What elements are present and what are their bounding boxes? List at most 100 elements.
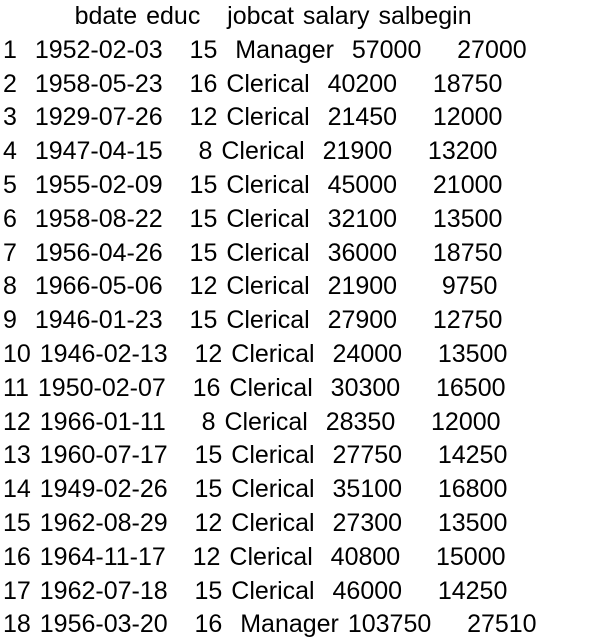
cell-jobcat: Clerical [229,373,313,402]
cell-jobcat: Clerical [226,306,310,335]
cell-bdate: 1952-02-03 [34,35,163,64]
table-row: 18 1956-03-20 16 Manager 103750 27510 [3,608,600,642]
header-row-index-spacer [3,2,21,30]
cell-salary: 32100 [318,204,398,233]
cell-bdate: 1956-04-26 [34,238,163,267]
cell-salary: 21900 [318,272,398,301]
cell-salbegin: 27000 [430,35,527,64]
cell-jobcat: Manager [231,610,339,639]
cell-salbegin: 21000 [406,170,503,199]
cell-educ: 16 [171,69,218,98]
cell-salary: 24000 [323,339,403,368]
cell-salary: 57000 [342,35,422,64]
cell-salbegin: 9750 [406,272,498,301]
cell-salbegin: 13200 [401,137,498,166]
table-row: 9 1946-01-23 15 Clerical 27900 12750 [3,304,600,338]
table-row: 13 1960-07-17 15 Clerical 27750 14250 [3,439,600,473]
cell-jobcat: Manager [226,35,334,64]
cell-row-index: 15 [3,508,31,537]
cell-educ: 8 [174,407,216,436]
cell-row-index: 9 [3,306,26,335]
cell-bdate: 1956-03-20 [39,610,168,639]
cell-row-index: 1 [3,35,26,64]
cell-salbegin: 16800 [411,475,508,504]
cell-salbegin: 14250 [411,441,508,470]
cell-salary: 36000 [318,238,398,267]
cell-jobcat: Clerical [226,170,310,199]
header-salary: salary [302,2,370,30]
cell-educ: 15 [171,306,218,335]
cell-jobcat: Clerical [229,542,313,571]
cell-bdate: 1955-02-09 [34,170,163,199]
cell-row-index: 13 [3,441,31,470]
cell-salary: 27300 [323,508,403,537]
cell-salbegin: 14250 [411,576,508,605]
table-row: 3 1929-07-26 12 Clerical 21450 12000 [3,101,600,135]
cell-salbegin: 13500 [406,204,503,233]
table-body: 1 1952-02-03 15 Manager 57000 27000 2 195… [3,34,600,642]
cell-jobcat: Clerical [231,339,315,368]
cell-bdate: 1960-07-17 [39,441,168,470]
cell-educ: 15 [171,238,218,267]
cell-jobcat: Clerical [226,103,310,132]
cell-salbegin: 16500 [409,373,506,402]
cell-salary: 35100 [323,475,403,504]
cell-salary: 30300 [321,373,401,402]
cell-educ: 15 [176,475,223,504]
cell-row-index: 10 [3,339,31,368]
header-educ: educ [146,2,201,30]
cell-salbegin: 13500 [411,339,508,368]
cell-educ: 15 [171,170,218,199]
cell-row-index: 11 [3,373,29,402]
table-row: 17 1962-07-18 15 Clerical 46000 14250 [3,575,600,609]
cell-jobcat: Clerical [226,238,310,267]
cell-jobcat: Clerical [226,272,310,301]
table-row: 2 1958-05-23 16 Clerical 40200 18750 [3,68,600,102]
header-salbegin: salbegin [378,2,472,30]
table-row: 1 1952-02-03 15 Manager 57000 27000 [3,34,600,68]
cell-salary: 40800 [321,542,401,571]
cell-educ: 12 [176,339,223,368]
cell-salbegin: 27510 [440,610,537,639]
cell-row-index: 5 [3,170,26,199]
cell-salbegin: 18750 [406,238,503,267]
cell-bdate: 1966-05-06 [34,272,163,301]
table-row: 16 1964-11-17 12 Clerical 40800 15000 [3,541,600,575]
cell-salbegin: 15000 [409,542,506,571]
cell-salary: 40200 [318,69,398,98]
cell-salary: 21450 [318,103,398,132]
cell-educ: 12 [174,542,221,571]
cell-row-index: 12 [3,407,31,436]
cell-jobcat: Clerical [226,204,310,233]
table-row: 14 1949-02-26 15 Clerical 35100 16800 [3,473,600,507]
cell-bdate: 1966-01-11 [39,407,166,436]
cell-jobcat: Clerical [231,475,315,504]
cell-educ: 12 [171,103,218,132]
cell-educ: 15 [176,441,223,470]
cell-salary: 46000 [323,576,403,605]
cell-salary: 21900 [313,137,393,166]
cell-salbegin: 18750 [406,69,503,98]
cell-educ: 8 [171,137,213,166]
table-row: 7 1956-04-26 15 Clerical 36000 18750 [3,237,600,271]
table-row: 10 1946-02-13 12 Clerical 24000 13500 [3,338,600,372]
cell-row-index: 2 [3,69,26,98]
table-row: 5 1955-02-09 15 Clerical 45000 21000 [3,169,600,203]
cell-salbegin: 12000 [406,103,503,132]
cell-educ: 15 [171,204,218,233]
cell-bdate: 1962-08-29 [39,508,168,537]
cell-salary: 103750 [347,610,432,639]
cell-educ: 12 [171,272,218,301]
cell-jobcat: Clerical [231,441,315,470]
cell-bdate: 1946-01-23 [34,306,163,335]
table-header-row: bdate educ jobcat salary salbegin [3,0,600,34]
header-jobcat: jobcat [209,2,294,30]
cell-educ: 12 [176,508,223,537]
table-row: 8 1966-05-06 12 Clerical 21900 9750 [3,270,600,304]
cell-educ: 16 [174,373,221,402]
table-row: 4 1947-04-15 8 Clerical 21900 13200 [3,135,600,169]
cell-jobcat: Clerical [224,407,308,436]
cell-row-index: 6 [3,204,26,233]
